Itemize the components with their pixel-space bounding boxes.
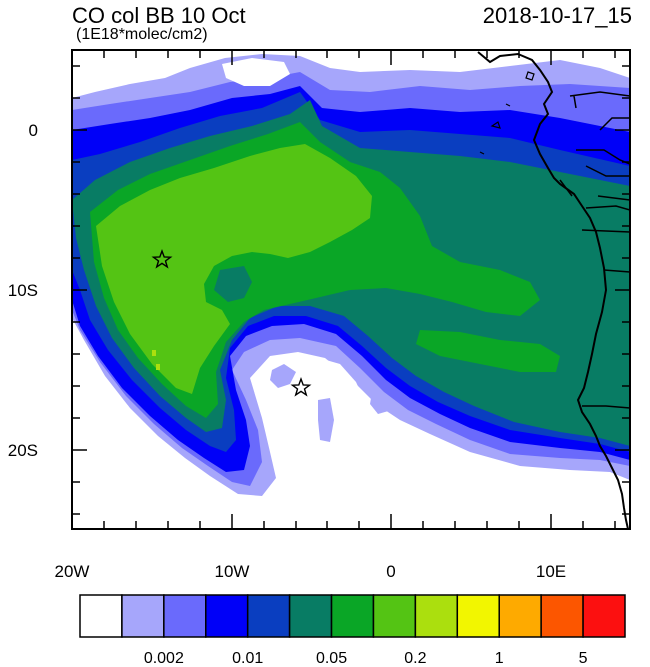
colorbar-labels: 0.002 0.01 0.05 0.2 1 5 — [144, 650, 588, 667]
colorbar-swatch — [246, 594, 291, 638]
colorbar — [79, 594, 626, 638]
colorbar-label: 0.2 — [404, 650, 426, 667]
colorbar-swatch — [456, 594, 500, 638]
coastline — [477, 51, 630, 529]
x-tick-label: 20W — [55, 562, 90, 581]
colorbar-label: 1 — [495, 650, 504, 667]
map-datetime: 2018-10-17_15 — [482, 3, 632, 28]
x-tick-label: 0 — [386, 562, 395, 581]
map-units: (1E18*molec/cm2) — [76, 26, 208, 43]
co-field — [72, 50, 630, 529]
marker-stars — [151, 248, 312, 397]
colorbar-swatch — [163, 594, 207, 638]
colorbar-label: 0.05 — [316, 650, 347, 667]
colorbar-label: 5 — [579, 650, 588, 667]
colorbar-swatch — [372, 594, 417, 638]
y-axis-labels: 0 10S 20S — [8, 121, 38, 460]
colorbar-label: 0.01 — [232, 650, 263, 667]
star-marker — [151, 248, 173, 269]
axis-ticks — [71, 50, 630, 529]
y-tick-label: 10S — [8, 281, 38, 300]
map-title: CO col BB 10 Oct — [72, 3, 246, 28]
colorbar-swatch — [288, 594, 333, 638]
colorbar-swatch — [540, 594, 584, 638]
x-tick-label: 10W — [215, 562, 250, 581]
colorbar-swatch — [414, 594, 459, 638]
colorbar-swatch — [121, 594, 165, 638]
colorbar-swatch — [330, 594, 375, 638]
x-axis-labels: 20W 10W 0 10E — [55, 562, 567, 581]
colorbar-swatch — [582, 594, 626, 638]
y-tick-label: 20S — [8, 441, 38, 460]
star-marker — [290, 376, 312, 397]
colorbar-swatch — [79, 594, 123, 638]
y-tick-label: 0 — [29, 121, 38, 140]
colorbar-swatch — [498, 594, 542, 638]
colorbar-swatch — [205, 594, 249, 638]
x-tick-label: 10E — [536, 562, 566, 581]
colorbar-label: 0.002 — [144, 650, 184, 667]
